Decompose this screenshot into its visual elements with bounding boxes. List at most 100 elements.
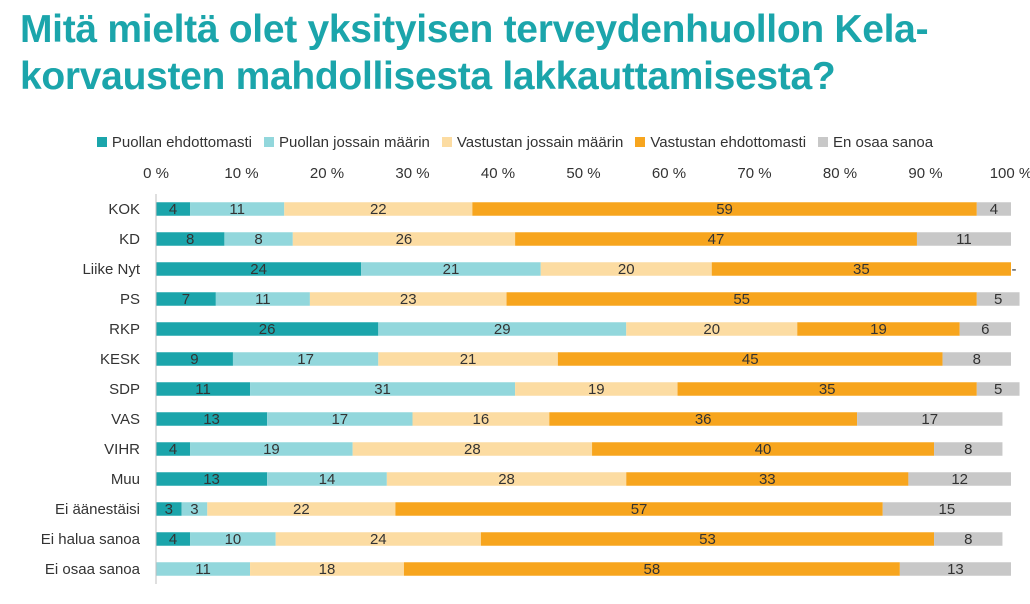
bar-segment (156, 262, 362, 276)
bar-segment (156, 412, 268, 426)
bar-segment (515, 382, 678, 396)
bar-segment (267, 472, 387, 486)
legend-label: Vastustan jossain määrin (456, 133, 624, 151)
legend-swatch (96, 137, 107, 147)
bar-segment (190, 532, 276, 546)
data-label: 12 (951, 471, 968, 488)
bar-segment (677, 382, 977, 396)
bar-segment (156, 322, 379, 336)
legend-item: Vastustan jossain määrin (441, 131, 624, 153)
bar-segment (215, 292, 310, 306)
data-label: 35 (853, 261, 870, 278)
bar-segment (976, 202, 1011, 216)
data-label: 14 (319, 471, 336, 488)
legend-item: Vastustan ehdottomasti (635, 131, 806, 153)
x-tick-label: 40 % (481, 165, 515, 182)
data-label: 20 (618, 261, 635, 278)
data-label: 24 (250, 261, 267, 278)
x-tick-label: 100 % (990, 165, 1030, 182)
bar-segment (190, 442, 353, 456)
data-label: 17 (921, 411, 938, 428)
bar-segment (540, 262, 712, 276)
data-label: 11 (255, 291, 271, 308)
bar-segment (908, 472, 1011, 486)
legend-label: Puollan ehdottomasti (111, 133, 252, 151)
data-label: 3 (165, 501, 173, 518)
category-label: Muu (111, 471, 140, 488)
data-label: 19 (870, 321, 887, 338)
category-label: VAS (111, 411, 140, 428)
data-label: 22 (293, 501, 310, 518)
bar-segment (156, 442, 191, 456)
bar-segment (156, 352, 233, 366)
bar-segment (395, 502, 883, 516)
bar-segment (224, 232, 293, 246)
bar-segment (378, 322, 627, 336)
data-label: 26 (396, 231, 413, 248)
data-label: 58 (644, 561, 661, 578)
bar-segment (190, 202, 285, 216)
bar-segment (557, 352, 943, 366)
data-label: 36 (695, 411, 712, 428)
bar-segment (882, 502, 1011, 516)
data-label: 59 (716, 201, 733, 218)
legend-label: Vastustan ehdottomasti (650, 133, 807, 151)
x-tick-label: 10 % (224, 165, 258, 182)
data-label: 19 (588, 381, 605, 398)
category-label: Ei halua sanoa (41, 531, 141, 548)
data-label: 8 (973, 351, 981, 368)
chart-title: Mitä mieltä olet yksityisen terveydenhuo… (20, 8, 929, 98)
x-tick-label: 20 % (310, 165, 344, 182)
bar-segment (549, 412, 858, 426)
x-tick-label: 30 % (395, 165, 429, 182)
data-label: 11 (195, 561, 211, 578)
data-label: 11 (956, 231, 972, 248)
legend-label: Puollan jossain määrin (278, 133, 430, 151)
legend-item: Puollan jossain määrin (263, 131, 430, 153)
bar-segment (942, 352, 1011, 366)
data-label: 53 (699, 531, 716, 548)
data-label: 15 (939, 501, 956, 518)
data-label: 40 (755, 441, 772, 458)
chart-legend: Puollan ehdottomasti Puollan jossain määr… (0, 131, 1030, 153)
data-label: 23 (400, 291, 417, 308)
category-label: KD (119, 231, 140, 248)
bar-segment (207, 502, 396, 516)
data-label: 17 (297, 351, 314, 368)
data-label: 8 (964, 441, 972, 458)
x-tick-label: 0 % (143, 165, 169, 182)
bar-segment (934, 442, 1003, 456)
data-label: 55 (733, 291, 750, 308)
category-label: VIHR (104, 441, 140, 458)
data-label: 13 (203, 471, 220, 488)
data-label: 21 (460, 351, 477, 368)
bar-segment (352, 442, 593, 456)
legend-label: En osaa sanoa (833, 133, 934, 151)
bar-segment (626, 322, 798, 336)
data-label: 24 (370, 531, 387, 548)
bar-segment (934, 532, 1003, 546)
x-tick-label: 60 % (652, 165, 686, 182)
data-label: 4 (990, 201, 998, 218)
category-label: KESK (100, 351, 140, 368)
data-label: 47 (708, 231, 725, 248)
bar-segment (250, 382, 516, 396)
bar-segment (480, 532, 935, 546)
bar-segment (412, 412, 550, 426)
data-label: 10 (225, 531, 242, 548)
bar-segment (156, 502, 182, 516)
x-tick-label: 70 % (737, 165, 771, 182)
x-tick-label: 90 % (908, 165, 942, 182)
data-label: 21 (443, 261, 460, 278)
category-label: Ei äänestäisi (55, 501, 140, 518)
bar-segment (711, 262, 1011, 276)
data-label: 31 (374, 381, 391, 398)
data-label: 13 (947, 561, 964, 578)
bar-segment (592, 442, 935, 456)
data-label: 6 (981, 321, 989, 338)
bar-segment (267, 412, 413, 426)
bar-segment (292, 232, 516, 246)
bar-segment (232, 352, 379, 366)
data-label: 26 (259, 321, 276, 338)
data-label: 17 (331, 411, 348, 428)
